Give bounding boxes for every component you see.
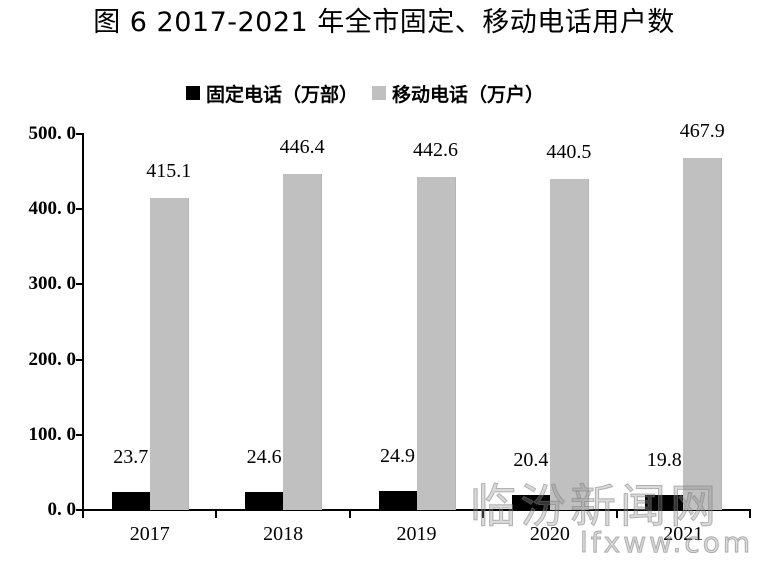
y-tick (76, 133, 84, 135)
legend-item-mobile: 移动电话（万户） (372, 80, 544, 107)
value-label-mobile-2020: 440.5 (546, 140, 592, 163)
y-tick-label: 400. 0 (28, 198, 77, 220)
bar-fixed-2019 (378, 491, 417, 510)
bar-mobile-2017 (149, 197, 189, 510)
y-tick (76, 433, 84, 436)
bar-mobile-2019 (416, 177, 456, 510)
x-tick (482, 509, 485, 518)
value-label-fixed-2020: 20.4 (513, 448, 549, 471)
y-tick-label: 100. 0 (28, 423, 77, 445)
x-tick (348, 509, 351, 518)
bar-mobile-2020 (549, 178, 589, 510)
value-label-fixed-2019: 24.9 (380, 445, 415, 468)
y-tick (76, 208, 84, 211)
x-tick (749, 509, 751, 518)
y-tick-label: 200. 0 (28, 348, 77, 370)
x-tick-label: 2018 (263, 523, 304, 545)
legend-swatch-fixed (186, 86, 200, 100)
legend-item-fixed: 固定电话（万部） (186, 80, 358, 107)
y-tick (76, 509, 84, 511)
value-label-mobile-2019: 442.6 (413, 139, 458, 162)
bar-fixed-2021 (645, 495, 684, 510)
x-axis (82, 509, 750, 511)
value-label-mobile-2018: 446.4 (279, 136, 325, 159)
x-tick-label: 2021 (663, 523, 704, 545)
y-tick-label: 0. 0 (47, 499, 77, 520)
y-tick-label: 300. 0 (28, 273, 77, 295)
y-tick-label: 500. 0 (28, 123, 77, 144)
x-tick (615, 509, 618, 518)
bar-mobile-2018 (283, 174, 323, 510)
y-tick (76, 283, 84, 286)
bar-fixed-2018 (245, 491, 284, 510)
x-tick-label: 2019 (396, 523, 437, 545)
value-label-mobile-2021: 467.9 (679, 120, 725, 143)
bar-fixed-2017 (111, 492, 150, 510)
legend-label-mobile: 移动电话（万户） (392, 83, 545, 106)
bar-mobile-2021 (683, 158, 723, 510)
value-label-mobile-2017: 415.1 (146, 159, 192, 182)
x-tick-label: 2020 (529, 523, 570, 545)
value-label-fixed-2017: 23.7 (113, 446, 149, 469)
x-tick-label: 2017 (129, 523, 170, 545)
x-tick (215, 509, 218, 518)
legend-label-fixed: 固定电话（万部） (206, 83, 359, 106)
y-axis (82, 134, 84, 518)
legend-swatch-mobile (372, 86, 387, 100)
chart-legend: 固定电话（万部） 移动电话（万户） (186, 80, 558, 106)
chart-title: 图 6 2017-2021 年全市固定、移动电话用户数 (93, 7, 675, 38)
value-label-fixed-2018: 24.6 (246, 445, 282, 468)
bar-fixed-2020 (511, 494, 550, 510)
y-tick (76, 358, 84, 361)
value-label-fixed-2021: 19.8 (646, 449, 682, 472)
